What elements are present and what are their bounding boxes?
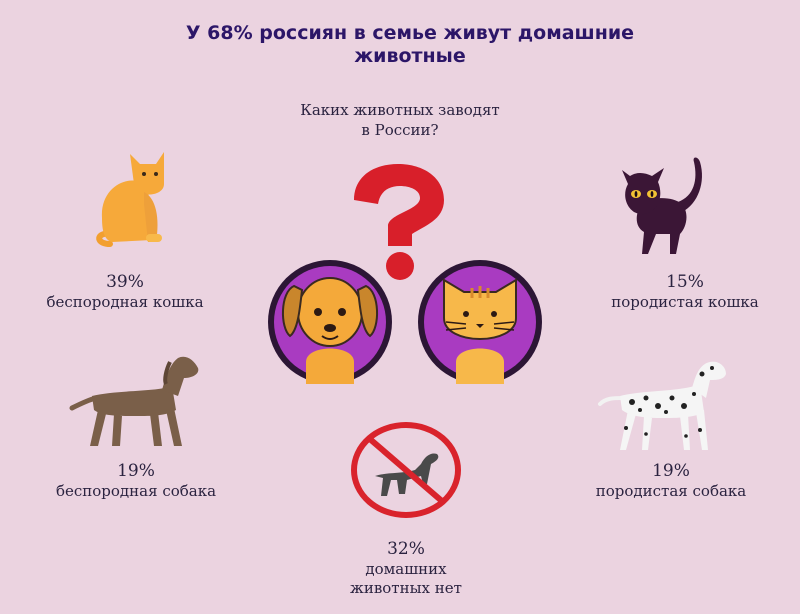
category-label-line-1: домашних <box>365 560 447 578</box>
dalmatian-icon <box>598 361 726 450</box>
title-line-1: У 68% россиян в семье живут домашние <box>185 22 635 44</box>
stat-purebred-dog: 19% породистая собака <box>566 460 776 501</box>
value-label: 19% <box>117 461 155 481</box>
category-label-line-2: животных нет <box>350 579 462 597</box>
value-label: 19% <box>652 461 690 481</box>
ginger-cat-icon <box>96 152 164 247</box>
subtitle: Каких животных заводят в России? <box>250 100 550 140</box>
value-label: 39% <box>106 272 144 292</box>
stat-no-pets: 32% домашних животных нет <box>320 538 492 598</box>
value-label: 32% <box>387 539 425 559</box>
stat-mixed-cat: 39% беспородная кошка <box>30 271 220 312</box>
cat-face-icon <box>418 260 542 384</box>
subtitle-line-1: Каких животных заводят <box>300 101 500 119</box>
stat-purebred-cat: 15% породистая кошка <box>590 271 780 312</box>
category-label: беспородная кошка <box>46 293 204 311</box>
dog-face-icon <box>268 260 392 384</box>
brown-dog-icon <box>69 356 199 446</box>
question-mark-icon <box>354 164 444 280</box>
title-line-2: животные <box>354 45 466 67</box>
black-cat-icon <box>622 157 702 254</box>
category-label: породистая собака <box>595 482 747 500</box>
subtitle-line-2: в России? <box>361 121 439 139</box>
page-title: У 68% россиян в семье живут домашние жив… <box>90 22 730 68</box>
no-pets-icon <box>351 422 461 518</box>
value-label: 15% <box>666 272 704 292</box>
stat-mixed-dog: 19% беспородная собака <box>36 460 236 501</box>
category-label: породистая кошка <box>611 293 759 311</box>
category-label: беспородная собака <box>55 482 217 500</box>
